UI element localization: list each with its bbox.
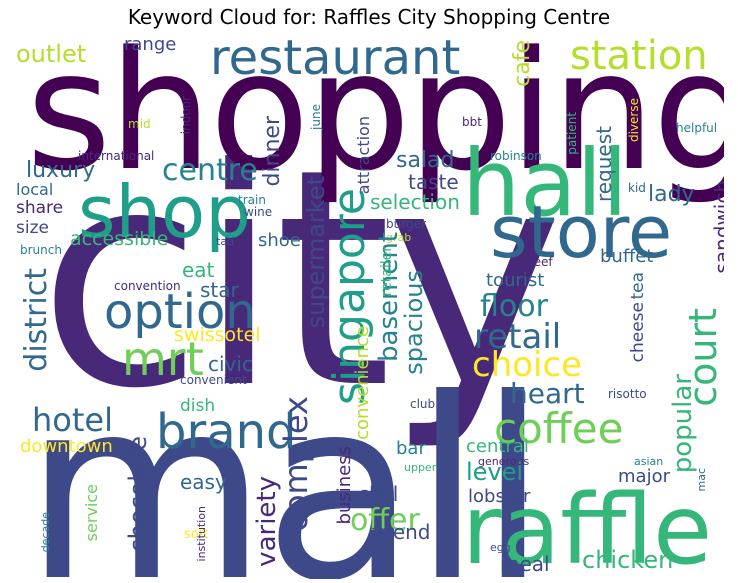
word-service: service [82,484,101,542]
word-generous: generous [478,455,530,468]
word-cheese: cheese [628,302,648,363]
word-attraction: attraction [354,116,373,195]
word-convenience: convenience [352,326,373,440]
word-grab: grab [386,231,412,244]
word-shoe: shoe [258,230,301,251]
word-convention: convention [114,279,181,293]
word-friend: friend [372,520,431,544]
word-offer: offer [350,503,420,538]
word-mid: mid [128,117,151,131]
word-convenient: convenient [180,373,247,387]
word-kid: kid [628,181,646,195]
word-upper: upper [404,461,437,474]
word-salad: salad [396,148,455,173]
word-chill: chill [358,482,399,506]
word-asian: asian [634,455,664,468]
word-soft: soft [184,527,209,542]
word-june: june [309,104,323,130]
word-station: station [570,36,708,79]
word-international: international [78,149,155,163]
word-cloud: city mall shopping hall store shop raffl… [14,36,724,579]
word-range: range [124,36,177,55]
word-dish: dish [180,396,216,416]
word-shop: shop [78,170,251,254]
word-luxury: luxury [26,158,96,183]
word-hotel: hotel [32,401,113,439]
word-chocolate: chocolate [124,436,152,553]
word-taste: taste [408,170,459,194]
word-popular: popular [668,374,698,474]
word-helpful: helpful [676,121,718,135]
word-tea: tea [628,272,648,300]
word-selection: selection [370,190,460,214]
word-level: level [466,458,524,486]
word-train: train [238,193,266,207]
word-restaurant: restaurant [210,36,461,86]
word-bar: bar [396,438,426,459]
word-major: major [618,466,670,487]
word-civic: civic [208,352,253,376]
word-patient: patient [565,112,579,155]
word-supermarket: supermarket [302,176,330,329]
word-egg: egg [490,541,511,554]
word-swissotel: swissotel [174,324,261,346]
word-robinson: robinson [490,149,542,163]
word-central: central [466,436,529,457]
word-lobster: lobster [468,486,531,507]
word-size: size [16,218,49,238]
word-star: star [200,278,239,302]
word-city: city [38,105,563,454]
word-shopping: shopping [26,36,724,207]
word-outlet: outlet [16,40,87,68]
word-indoor: indoor [179,96,193,135]
word-buffet: buffet [600,246,654,267]
word-tourist: tourist [486,270,545,291]
word-diverse: diverse [627,98,641,143]
word-retail: retail [474,317,562,357]
word-chicken: chicken [582,546,674,574]
word-cafe: cafe [510,40,535,87]
word-lady: lady [648,182,695,207]
word-easy: easy [180,470,227,494]
word-brand: brand [156,404,297,460]
word-store: store [490,190,673,274]
word-local: local [16,180,54,199]
word-mac: mac [695,468,708,492]
word-tad: tad [216,235,235,248]
word-raffle: raffle [462,474,713,579]
word-spacious: spacious [400,270,428,375]
word-sandwich: sandwich [710,180,724,274]
word-hall: hall [462,130,628,237]
word-coffee: coffee [494,404,624,453]
word-eat: eat [182,258,215,282]
word-club: club [410,397,436,411]
word-request: request [592,126,616,203]
word-mall: mall [24,345,548,580]
word-beef: beef [526,255,553,269]
word-business: business [334,446,355,525]
word-district: district [19,268,54,372]
word-downtown: downtown [20,436,113,457]
word-dinner: dinner [260,116,285,187]
word-choice: choice [472,345,583,385]
word-complex: complex [277,396,315,532]
word-accessible: accessible [70,228,169,250]
word-retailer: retailer [379,246,395,297]
word-bbt: bbt [462,115,482,129]
word-heart: heart [510,377,585,410]
word-institution: institution [195,506,208,562]
word-risotto: risotto [608,387,647,401]
word-decade: decade [39,512,52,553]
word-option: option [104,284,256,340]
word-wine: wine [244,205,273,219]
word-burger: burger [386,217,426,231]
chart-title: Keyword Cloud for: Raffles City Shopping… [127,5,611,29]
word-variety: variety [252,476,282,567]
word-share: share [16,198,64,218]
word-mrt: mrt [122,332,204,386]
word-brunch: brunch [20,243,62,257]
word-floor: floor [480,289,548,324]
word-meal: meal [500,552,550,576]
word-centre: centre [162,153,258,188]
